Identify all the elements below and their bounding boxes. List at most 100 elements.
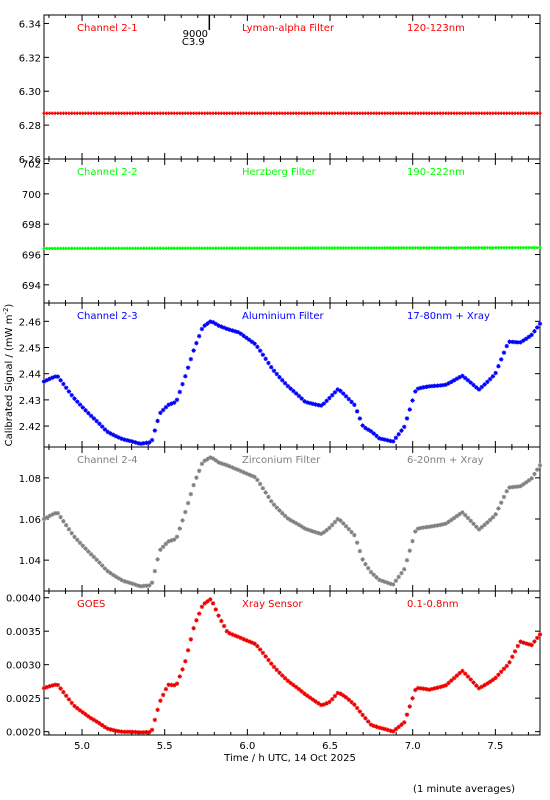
data-point: [338, 691, 343, 696]
data-point: [80, 543, 85, 548]
data-point: [172, 400, 177, 405]
data-point: [535, 325, 540, 330]
y-axis-title-main: Calibrated Signal / (mW m: [4, 315, 15, 447]
data-point: [252, 474, 257, 480]
data-point: [507, 660, 512, 665]
data-point: [485, 520, 490, 525]
data-point: [196, 468, 202, 473]
data-point: [194, 111, 199, 115]
data-point: [67, 246, 71, 250]
data-point: [213, 607, 218, 612]
data-point: [241, 333, 246, 338]
data-point: [374, 111, 379, 115]
data-point: [532, 639, 537, 644]
data-point: [285, 678, 291, 684]
data-point: [97, 246, 102, 250]
data-point: [505, 111, 509, 115]
data-point: [255, 477, 260, 483]
data-point: [161, 246, 165, 250]
data-point: [455, 246, 459, 250]
data-point: [63, 693, 69, 698]
data-point: [347, 246, 351, 250]
data-point: [42, 246, 46, 251]
data-point: [468, 518, 473, 524]
data-point: [210, 601, 216, 606]
data-point: [47, 111, 52, 115]
data-point: [160, 407, 166, 413]
data-point: [160, 692, 166, 698]
data-point: [504, 343, 509, 349]
data-point: [136, 730, 141, 735]
data-point: [191, 348, 196, 353]
data-point: [399, 722, 404, 727]
data-point: [136, 583, 141, 588]
data-point: [405, 246, 409, 250]
data-point: [72, 111, 77, 115]
data-point: [477, 246, 481, 250]
data-point: [294, 111, 298, 115]
data-point: [440, 522, 446, 527]
y-axis-title-end: ): [4, 304, 15, 308]
data-series: [41, 455, 543, 589]
data-point: [99, 424, 105, 429]
data-point: [319, 111, 323, 115]
data-point: [433, 246, 437, 250]
data-point: [355, 111, 359, 115]
data-point: [516, 246, 520, 250]
data-point: [266, 246, 271, 250]
data-point: [510, 246, 514, 250]
data-point: [52, 682, 58, 687]
data-point: [53, 111, 57, 115]
data-point: [72, 396, 77, 401]
data-point: [83, 111, 88, 115]
data-point: [213, 458, 218, 463]
data-point: [113, 574, 119, 579]
data-point: [479, 684, 485, 689]
data-point: [257, 348, 263, 353]
data-point: [133, 246, 138, 250]
data-point: [280, 510, 285, 516]
data-point: [349, 399, 354, 405]
data-point: [282, 675, 288, 681]
data-point: [75, 706, 80, 711]
data-point: [482, 682, 487, 688]
data-point: [399, 428, 404, 433]
data-point: [61, 381, 66, 387]
data-point: [241, 111, 246, 115]
data-point: [305, 111, 309, 115]
data-point: [371, 723, 376, 729]
data-point: [521, 482, 526, 487]
data-point: [103, 246, 107, 250]
data-point: [246, 639, 252, 644]
data-point: [178, 111, 182, 115]
y-tick-label: 6.34: [19, 19, 41, 30]
data-point: [169, 246, 174, 250]
data-point: [241, 636, 246, 642]
data-point: [266, 111, 271, 115]
data-point: [149, 580, 155, 585]
data-point: [283, 246, 287, 250]
data-point: [385, 111, 390, 115]
data-point: [494, 246, 498, 250]
data-point: [462, 512, 468, 518]
data-point: [399, 246, 404, 250]
data-point: [141, 583, 146, 589]
data-point: [266, 360, 271, 366]
data-point: [518, 483, 523, 489]
channel-label: Channel 2-4: [77, 455, 138, 466]
data-point: [64, 246, 68, 250]
data-point: [490, 374, 496, 379]
data-point: [360, 557, 365, 562]
data-point: [216, 111, 221, 115]
data-point: [485, 246, 489, 250]
data-point: [487, 517, 493, 523]
data-point: [482, 246, 487, 250]
data-point: [499, 669, 504, 674]
data-point: [178, 246, 182, 250]
data-point: [78, 246, 82, 250]
data-point: [150, 111, 154, 115]
data-point: [510, 654, 515, 660]
data-point: [289, 246, 293, 250]
data-point: [86, 246, 90, 250]
data-point: [471, 246, 476, 250]
